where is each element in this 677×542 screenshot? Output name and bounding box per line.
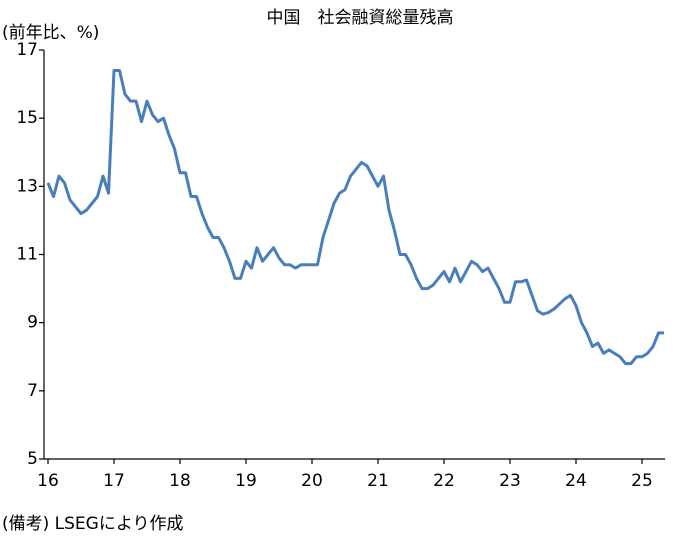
x-tick-label: 22 (433, 471, 455, 491)
y-tick-label: 15 (16, 108, 38, 128)
y-tick-label: 17 (16, 40, 38, 60)
x-tick-label: 24 (565, 471, 587, 491)
y-tick-label: 5 (27, 449, 38, 469)
y-axis-label: (前年比、%) (2, 23, 99, 43)
x-tick-label: 25 (631, 471, 653, 491)
x-tick-label: 21 (367, 471, 389, 491)
data-line (46, 68, 664, 366)
x-tick-label: 20 (301, 471, 323, 491)
x-tick-label: 16 (37, 471, 59, 491)
x-tick-label: 17 (103, 471, 125, 491)
x-tick-label: 18 (169, 471, 191, 491)
chart-title: 中国 社会融資総量残高 (267, 8, 454, 28)
y-tick-label: 11 (16, 245, 38, 265)
y-tick-label: 7 (27, 381, 38, 401)
y-tick-label: 13 (16, 176, 38, 196)
x-tick-label: 23 (499, 471, 521, 491)
x-tick-label: 19 (235, 471, 257, 491)
note: (備考) LSEGにより作成 (2, 514, 184, 534)
y-tick-label: 9 (27, 313, 38, 333)
